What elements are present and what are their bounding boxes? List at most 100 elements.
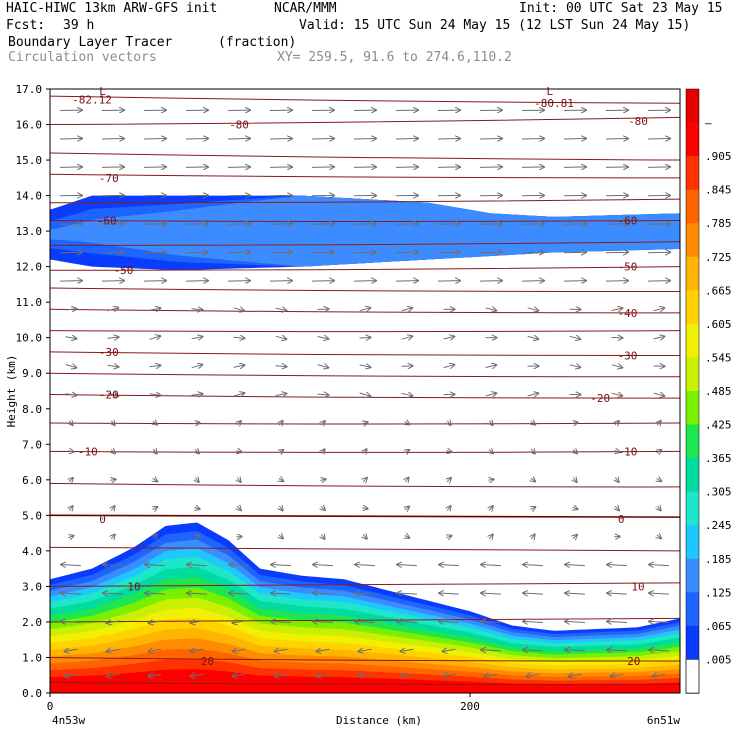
circulation-vector [397,565,417,566]
y-tick-label: 12.0 [16,261,43,274]
circulation-vector [653,308,665,311]
circulation-vector [59,252,82,253]
circulation-vector [359,393,371,396]
circulation-vector [153,507,158,510]
colorbar-label: – [705,117,712,130]
x-tick-label: 0 [47,700,54,713]
temperature-contour-label: 0 [99,513,106,526]
circulation-vector [227,167,250,168]
tracer-band-15 [50,669,680,693]
circulation-vector [191,394,203,395]
forecast-value: 39 h [63,18,95,33]
circulation-vector [481,565,501,566]
circulation-vector [149,649,162,651]
low-marker: L [99,85,106,98]
circulation-vector [233,393,245,396]
colorbar-label: .065 [705,620,732,633]
circulation-vector [611,365,623,368]
circulation-vector [647,139,670,140]
circulation-vector [647,167,670,168]
circulation-vector [275,336,287,339]
circulation-vector [317,674,330,676]
circulation-vector [317,394,329,395]
circulation-vector [149,365,161,366]
colorbar-label: .125 [705,586,732,599]
temperature-contour-line [50,219,680,222]
circulation-vector [143,139,166,140]
temperature-contour-line [50,330,680,333]
temperature-contour-label: -10 [78,445,98,458]
circulation-vector [279,421,282,425]
temperature-contour-line [50,656,680,662]
upper-tracer-band-2 [50,195,680,267]
circulation-vector [657,450,662,453]
circulation-vector [233,365,245,367]
circulation-vector [194,507,199,509]
circulation-vector [153,535,156,539]
circulation-vector [65,365,77,368]
temperature-contour-label: -20 [590,392,610,405]
circulation-vector [110,479,115,480]
circulation-vector [233,621,246,623]
circulation-vector [447,506,450,510]
circulation-vector [359,338,371,339]
circulation-vector [395,252,418,253]
colorbar-label: .665 [705,284,732,297]
circulation-vector [443,674,456,676]
circulation-vector [653,674,666,676]
colorbar-label: .605 [705,318,732,331]
title-center: NCAR/MMM [274,1,337,16]
circulation-vector [191,337,203,339]
circulation-vector [107,308,119,311]
circulation-vector [401,308,413,311]
circulation-vector [447,421,450,425]
circulation-vector [439,565,459,566]
circulation-vector [401,649,414,651]
temperature-contour-line [50,308,680,314]
circulation-vector [149,674,162,676]
temperature-contour-label: -30 [618,350,638,363]
circulation-vector [313,621,333,622]
y-tick-label: 11.0 [16,296,43,309]
temperature-contour-line [50,152,680,161]
circulation-vector [111,450,115,454]
circulation-vector [657,421,660,425]
circulation-vector [149,336,161,339]
circulation-vector [572,423,577,424]
circulation-vector [321,535,324,539]
circulation-vector [355,593,375,594]
circulation-vector [649,593,669,594]
low-marker: L [546,85,553,98]
vector-label: Circulation vectors [8,50,157,65]
circulation-vector [321,421,325,425]
temperature-contour-label: -40 [618,307,638,320]
circulation-vector [527,308,539,311]
circulation-vector [101,281,124,282]
circulation-vector [269,167,292,168]
circulation-vector [489,506,493,510]
circulation-vector [657,506,660,510]
y-tick-label: 15.0 [16,154,43,167]
circulation-vector [311,252,334,253]
circulation-vector [446,536,451,538]
circulation-vector [229,593,249,594]
circulation-vector [523,621,543,622]
y-tick-label: 16.0 [16,119,43,132]
colorbar-label: .485 [705,385,732,398]
y-tick-label: 13.0 [16,225,43,238]
circulation-vector [363,478,367,482]
circulation-vector [103,593,123,594]
circulation-vector [649,621,669,622]
temperature-contour-line [50,95,680,104]
circulation-vector [279,506,282,510]
circulation-vector [479,139,502,140]
y-tick-label: 7.0 [22,438,42,451]
circulation-vector [353,252,376,253]
temperature-contour-label: -80 [628,115,648,128]
circulation-vector [311,281,334,282]
circulation-vector [565,621,585,622]
circulation-vector [153,478,158,481]
temperature-contour-line [50,394,680,399]
circulation-vector [488,479,493,480]
temperature-contour-line [50,482,680,488]
